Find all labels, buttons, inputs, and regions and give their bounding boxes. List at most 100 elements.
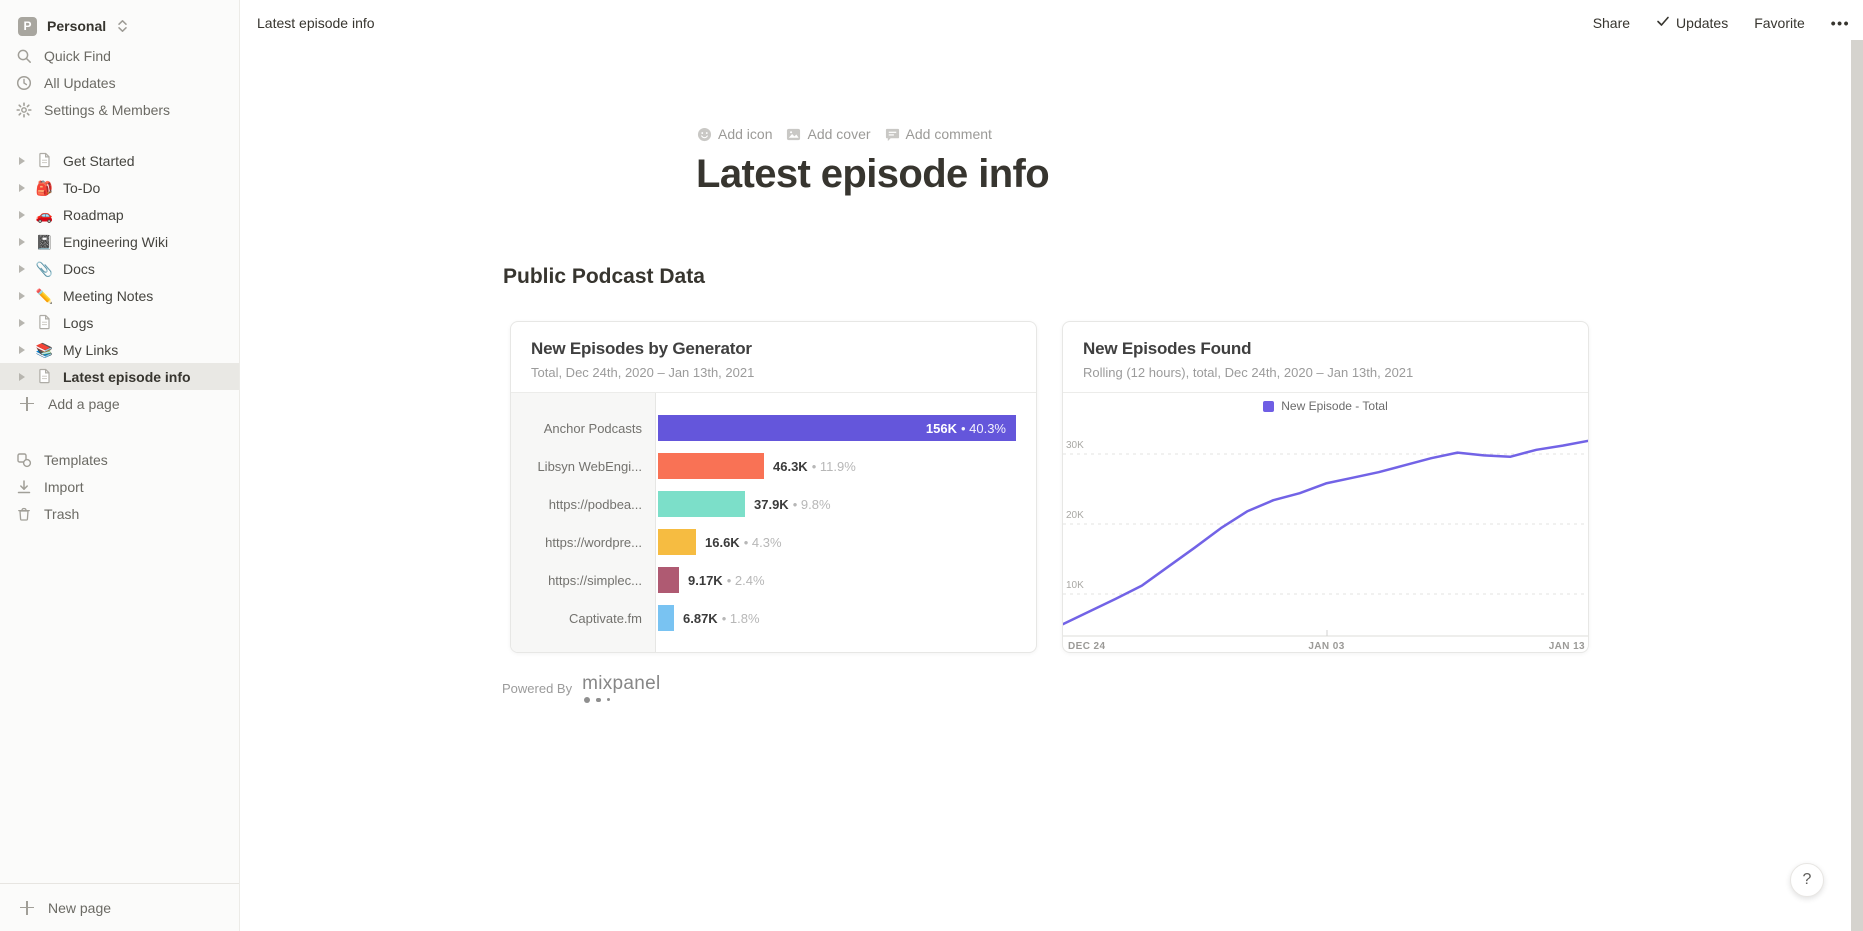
page-content: Add icon Add cover Add comment Latest ep…	[240, 45, 1863, 931]
more-options-button[interactable]: •••	[1830, 14, 1850, 31]
bar-category-label: Captivate.fm	[569, 610, 642, 626]
breadcrumb[interactable]: Latest episode info	[257, 14, 375, 31]
add-comment-button[interactable]: Add comment	[885, 126, 992, 142]
bar-row: 9.17K • 2.4%	[658, 561, 1036, 599]
main-area: Latest episode info Share Updates Favori…	[240, 0, 1863, 931]
add-icon-button[interactable]: Add icon	[697, 126, 772, 142]
sidebar-item-to-do[interactable]: 🎒 To-Do	[0, 174, 239, 201]
mixpanel-logo: mixpanel	[582, 673, 660, 703]
bar-value-label: 9.17K • 2.4%	[688, 572, 765, 588]
bar-category-label: https://simplec...	[548, 572, 642, 588]
bar-chart-title: New Episodes by Generator	[531, 339, 752, 358]
toggle-icon[interactable]	[19, 237, 25, 246]
svg-text:DEC 24: DEC 24	[1068, 641, 1105, 652]
workspace-switcher[interactable]: P Personal	[0, 10, 239, 42]
sidebar-item-roadmap[interactable]: 🚗 Roadmap	[0, 201, 239, 228]
pencil-icon: ✏️	[35, 287, 54, 304]
bar-chart-card: New Episodes by Generator Total, Dec 24t…	[510, 321, 1037, 653]
legend-swatch	[1263, 400, 1275, 412]
bar-row: 156K • 40.3%	[658, 409, 1036, 447]
plus-icon	[19, 900, 35, 916]
bar	[658, 605, 674, 631]
sidebar-item-templates[interactable]: Templates	[0, 446, 239, 473]
search-icon	[15, 47, 32, 64]
sidebar-item-docs[interactable]: 📎 Docs	[0, 255, 239, 282]
toggle-icon[interactable]	[19, 264, 25, 273]
svg-text:JAN 03: JAN 03	[1308, 641, 1344, 652]
sidebar-item-engineering-wiki[interactable]: 📓 Engineering Wiki	[0, 228, 239, 255]
bar	[658, 453, 764, 479]
workspace-name: Personal	[47, 18, 107, 34]
sidebar-secondary-items: Templates Import Trash	[0, 446, 239, 527]
gear-icon	[15, 101, 32, 118]
bar-category-label: Anchor Podcasts	[543, 420, 642, 436]
bar-value-label: 16.6K • 4.3%	[705, 534, 782, 550]
toggle-icon[interactable]	[19, 156, 25, 165]
svg-text:20K: 20K	[1066, 510, 1084, 521]
line-chart-legend: New Episode - Total	[1063, 393, 1588, 419]
sidebar-item-all-updates[interactable]: All Updates	[0, 69, 239, 96]
toggle-icon[interactable]	[19, 372, 25, 381]
updates-button[interactable]: Updates	[1656, 14, 1728, 31]
sidebar: P Personal Quick Find All Updates Settings…	[0, 0, 240, 931]
page-icon	[35, 314, 54, 332]
favorite-button[interactable]: Favorite	[1754, 14, 1805, 31]
plus-icon	[19, 396, 35, 412]
backpack-icon: 🎒	[35, 179, 54, 196]
sidebar-pages: Get Started 🎒 To-Do 🚗 Roadmap 📓 Engineering Wi…	[0, 147, 239, 390]
toggle-icon[interactable]	[19, 318, 25, 327]
workspace-avatar: P	[18, 16, 37, 36]
new-page-button[interactable]: New page	[0, 883, 239, 931]
sidebar-item-latest-episode-info[interactable]: Latest episode info	[0, 363, 239, 390]
bar-row: 46.3K • 11.9%	[658, 447, 1036, 485]
share-button[interactable]: Share	[1592, 14, 1631, 31]
bar	[658, 491, 745, 517]
sidebar-item-trash[interactable]: Trash	[0, 500, 239, 527]
smiley-icon	[697, 127, 712, 142]
image-icon	[786, 127, 801, 142]
bar: 156K • 40.3%	[658, 415, 1016, 441]
bar-row: 6.87K • 1.8%	[658, 599, 1036, 637]
toggle-icon[interactable]	[19, 345, 25, 354]
powered-by-label: Powered By	[502, 680, 573, 696]
topbar: Latest episode info Share Updates Favori…	[240, 0, 1863, 45]
page-title[interactable]: Latest episode info	[696, 152, 1050, 196]
sidebar-item-import[interactable]: Import	[0, 473, 239, 500]
bar-chart-labels: Anchor Podcasts Libsyn WebEngi... https://…	[511, 393, 656, 652]
sidebar-item-settings-members[interactable]: Settings & Members	[0, 96, 239, 123]
mixpanel-dot	[584, 697, 591, 703]
bar-value-label: 6.87K • 1.8%	[683, 610, 760, 626]
add-cover-button[interactable]: Add cover	[786, 126, 871, 142]
paperclip-icon: 📎	[35, 260, 54, 277]
mixpanel-dot	[607, 698, 611, 701]
bar	[658, 567, 679, 593]
page-controls: Add icon Add cover Add comment	[697, 126, 992, 142]
line-chart-header: New Episodes Found Rolling (12 hours), t…	[1063, 322, 1588, 393]
toggle-icon[interactable]	[19, 183, 25, 192]
sidebar-item-logs[interactable]: Logs	[0, 309, 239, 336]
bar-row: 16.6K • 4.3%	[658, 523, 1036, 561]
sidebar-item-my-links[interactable]: 📚 My Links	[0, 336, 239, 363]
toggle-icon[interactable]	[19, 210, 25, 219]
svg-text:JAN 13: JAN 13	[1549, 641, 1585, 652]
svg-text:30K: 30K	[1066, 440, 1084, 451]
sidebar-item-quick-find[interactable]: Quick Find	[0, 42, 239, 69]
chevron-updown-icon	[114, 18, 131, 35]
books-icon: 📚	[35, 341, 54, 358]
sidebar-item-get-started[interactable]: Get Started	[0, 147, 239, 174]
section-heading[interactable]: Public Podcast Data	[503, 265, 705, 288]
bar-chart-body: Anchor Podcasts Libsyn WebEngi... https://…	[511, 393, 1036, 652]
bar-category-label: Libsyn WebEngi...	[537, 458, 642, 474]
add-a-page-button[interactable]: Add a page	[0, 390, 239, 417]
powered-by-mixpanel-link[interactable]: Powered By mixpanel	[502, 673, 661, 703]
toggle-icon[interactable]	[19, 291, 25, 300]
sidebar-top-items: Quick Find All Updates Settings & Members	[0, 42, 239, 123]
trash-icon	[15, 505, 32, 522]
help-button[interactable]: ?	[1790, 863, 1824, 897]
chart-embeds: New Episodes by Generator Total, Dec 24t…	[510, 321, 1589, 653]
sidebar-item-meeting-notes[interactable]: ✏️ Meeting Notes	[0, 282, 239, 309]
vertical-scrollbar[interactable]	[1851, 40, 1863, 931]
bar-chart-header: New Episodes by Generator Total, Dec 24t…	[511, 322, 1036, 393]
car-icon: 🚗	[35, 206, 54, 223]
